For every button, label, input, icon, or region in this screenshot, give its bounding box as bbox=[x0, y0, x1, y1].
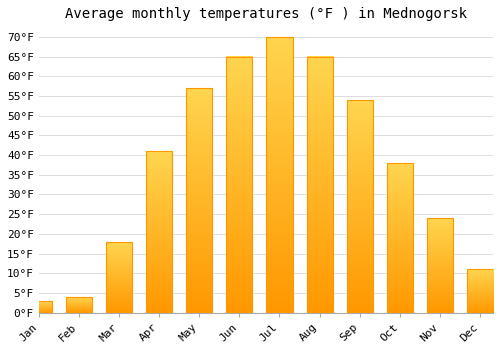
Bar bbox=[66, 297, 92, 313]
Bar bbox=[467, 269, 493, 313]
Bar bbox=[387, 163, 413, 313]
Bar bbox=[266, 37, 292, 313]
Bar bbox=[306, 57, 332, 313]
Bar bbox=[146, 151, 172, 313]
Bar bbox=[26, 301, 52, 313]
Bar bbox=[186, 88, 212, 313]
Bar bbox=[226, 57, 252, 313]
Bar bbox=[66, 297, 92, 313]
Bar bbox=[427, 218, 453, 313]
Bar bbox=[467, 269, 493, 313]
Bar bbox=[346, 100, 372, 313]
Bar bbox=[226, 57, 252, 313]
Bar bbox=[106, 242, 132, 313]
Bar bbox=[266, 37, 292, 313]
Bar bbox=[186, 88, 212, 313]
Bar bbox=[346, 100, 372, 313]
Bar bbox=[146, 151, 172, 313]
Bar bbox=[387, 163, 413, 313]
Title: Average monthly temperatures (°F ) in Mednogorsk: Average monthly temperatures (°F ) in Me… bbox=[65, 7, 467, 21]
Bar bbox=[306, 57, 332, 313]
Bar bbox=[106, 242, 132, 313]
Bar bbox=[427, 218, 453, 313]
Bar bbox=[26, 301, 52, 313]
